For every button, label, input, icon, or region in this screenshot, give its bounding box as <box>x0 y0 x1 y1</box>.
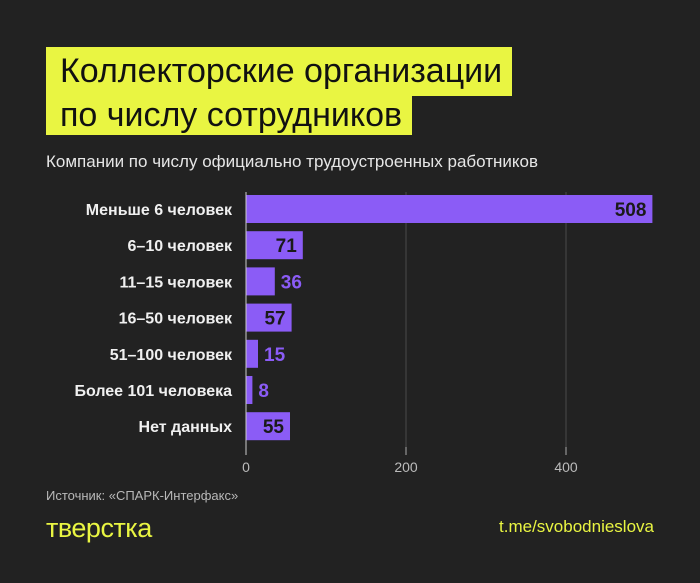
bar <box>246 303 292 332</box>
category-label: 6–10 человек <box>128 238 233 255</box>
brand-logo: тверстка <box>46 513 152 543</box>
title-line-1: Коллекторские организации <box>46 47 513 96</box>
category-label: 51–100 человек <box>110 347 233 364</box>
source-note: Источник: «СПАРК-Интерфакс» <box>46 488 239 503</box>
x-tick-label: 0 <box>242 459 250 475</box>
bar-value-label: 55 <box>263 417 285 438</box>
bar <box>246 267 275 296</box>
bar <box>246 231 303 260</box>
bar <box>246 412 290 441</box>
bar-value-label: 57 <box>264 309 285 330</box>
bar <box>246 339 258 368</box>
bar-value-label: 71 <box>276 236 298 257</box>
bar <box>246 376 253 404</box>
bar-value-label: 8 <box>258 381 269 402</box>
bar-value-label: 36 <box>281 272 302 293</box>
bar <box>246 195 653 223</box>
title-line-2: по числу сотрудников <box>46 95 413 135</box>
category-label: Нет данных <box>139 419 233 436</box>
category-label: 16–50 человек <box>119 311 233 328</box>
telegram-link[interactable]: t.me/svobodnieslova <box>499 517 654 536</box>
x-tick-label: 200 <box>394 459 418 475</box>
x-tick-label: 400 <box>554 459 578 475</box>
category-label: 11–15 человек <box>120 274 233 291</box>
bar-value-label: 508 <box>615 200 647 221</box>
chart-subtitle: Компании по числу официально трудоустрое… <box>46 152 539 171</box>
bar-value-label: 15 <box>264 345 286 366</box>
category-label: Более 101 человека <box>74 383 232 400</box>
category-label: Меньше 6 человек <box>86 202 233 219</box>
